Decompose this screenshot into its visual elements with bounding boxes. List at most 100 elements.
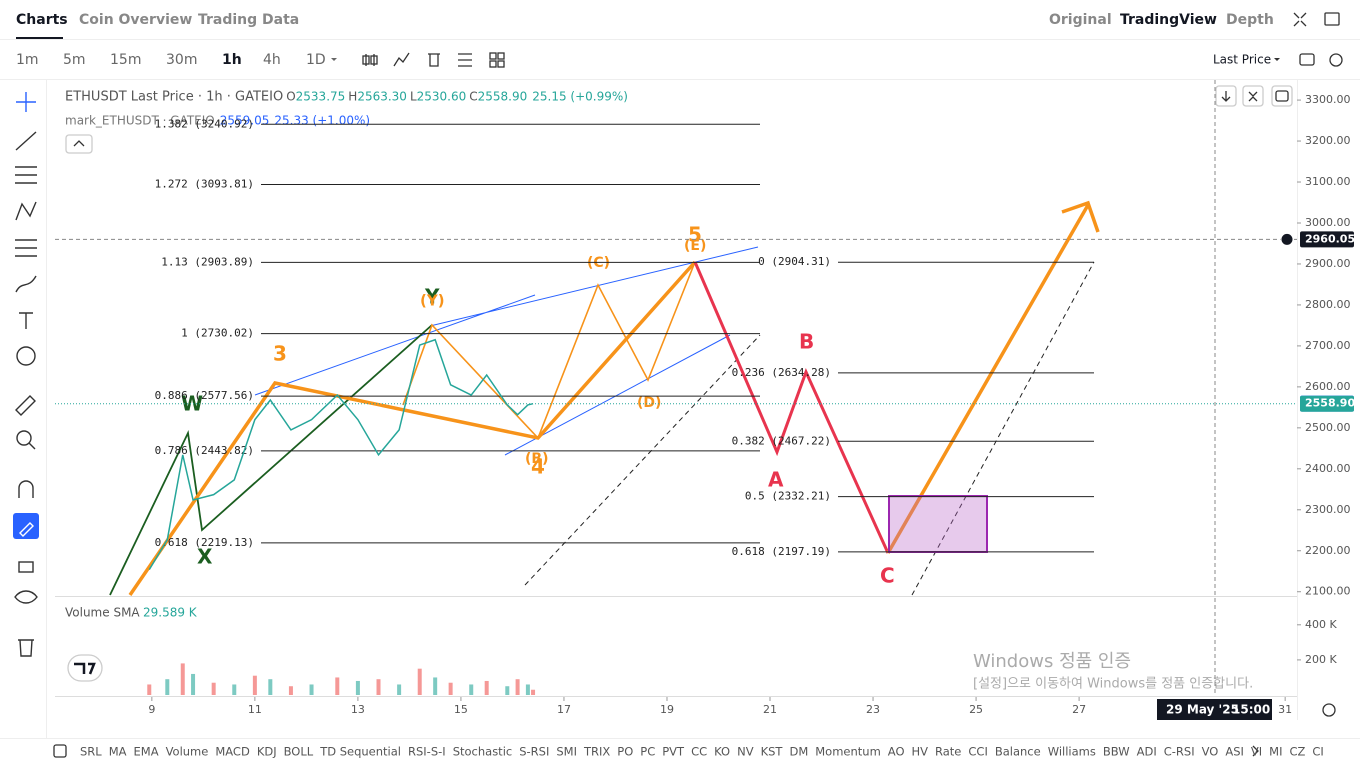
legend-text: 2530.60 — [417, 90, 467, 104]
interval[interactable]: 30m — [166, 52, 197, 68]
indicator[interactable]: KST — [761, 745, 784, 759]
view-tab[interactable]: Original — [1049, 12, 1112, 28]
view-tab[interactable]: TradingView — [1120, 12, 1217, 28]
axis-settings[interactable] — [1322, 703, 1336, 717]
scroll-down[interactable] — [1215, 85, 1237, 107]
indicator[interactable]: VI — [1251, 745, 1262, 759]
legend-text: 2563.30 — [357, 90, 407, 104]
indicator[interactable]: Balance — [995, 745, 1041, 759]
tab[interactable]: Trading Data — [198, 12, 299, 28]
interval[interactable]: 15m — [110, 52, 141, 68]
indicator[interactable]: ADI — [1137, 745, 1157, 759]
wave-drawings — [109, 200, 1100, 596]
brush-tool[interactable] — [15, 275, 37, 293]
indicator[interactable]: BOLL — [284, 745, 314, 759]
visibility-tool[interactable] — [14, 590, 38, 604]
crosshair-tool[interactable] — [16, 92, 36, 112]
measure-tool[interactable] — [15, 395, 36, 416]
fib-tool[interactable] — [15, 166, 37, 184]
watermark-text: [설정]으로 이동하여 Windows를 정품 인증합니다. — [973, 677, 1253, 692]
reset[interactable] — [1271, 85, 1293, 107]
indicator[interactable]: SRL — [80, 745, 102, 759]
fullscreen[interactable] — [1293, 12, 1307, 27]
indicator[interactable]: Momentum — [815, 745, 881, 759]
add-alert[interactable] — [1280, 232, 1294, 246]
indicator[interactable]: NV — [737, 745, 754, 759]
indicator[interactable]: S-RSI — [519, 745, 549, 759]
indicator[interactable]: MI — [1269, 745, 1282, 759]
settings[interactable] — [1329, 53, 1343, 67]
more-indicators[interactable] — [1252, 745, 1259, 757]
layout[interactable] — [489, 52, 497, 60]
legend-text: 25.33 (+1.00%) — [274, 114, 370, 128]
x-tick-label: 9 — [148, 703, 155, 716]
indicator[interactable]: Rate — [935, 745, 961, 759]
tab[interactable]: Coin Overview — [79, 12, 192, 28]
wave-label: (D) — [637, 395, 661, 411]
projection-tool[interactable] — [15, 239, 37, 257]
indicator[interactable]: Volume — [166, 745, 209, 759]
volume-bar — [180, 663, 185, 695]
view-tab[interactable]: Depth — [1226, 12, 1274, 28]
indicator[interactable]: ASI — [1225, 745, 1244, 759]
collapse[interactable] — [1242, 85, 1264, 107]
indicator[interactable]: Williams — [1048, 745, 1096, 759]
magnet-tool[interactable] — [18, 480, 34, 498]
legend-text: 2559.05 — [220, 114, 270, 128]
fib-label: 1.272 (3093.81) — [155, 178, 254, 191]
indicator[interactable]: PO — [617, 745, 633, 759]
indicator[interactable]: EMA — [134, 745, 159, 759]
indicator[interactable]: AO — [888, 745, 905, 759]
delete-all[interactable] — [428, 53, 440, 67]
volume-bar — [484, 680, 489, 695]
trend-tool[interactable] — [15, 131, 37, 151]
target-zone — [888, 495, 988, 553]
interval[interactable]: 1h — [222, 52, 242, 68]
collapse-legend[interactable] — [65, 134, 93, 154]
price-tag — [1300, 231, 1354, 248]
window[interactable] — [1324, 12, 1340, 26]
screenshot[interactable] — [1299, 53, 1315, 66]
indicator[interactable]: RSI-S-I — [408, 745, 446, 759]
indicator[interactable]: CCI — [968, 745, 987, 759]
indicator[interactable]: CZ — [1289, 745, 1305, 759]
zoom-tool[interactable] — [16, 430, 32, 446]
indicator[interactable]: MA — [109, 745, 127, 759]
indicator[interactable]: PVT — [662, 745, 685, 759]
interval[interactable]: 4h — [263, 52, 281, 68]
y-tick-label: 3100.00 — [1305, 175, 1351, 188]
indicator[interactable]: BBW — [1103, 745, 1130, 759]
lock-drawing[interactable] — [13, 513, 39, 539]
indicator[interactable]: DM — [789, 745, 808, 759]
indicator[interactable]: SMI — [556, 745, 577, 759]
interval[interactable]: 1D — [306, 52, 326, 68]
indicators[interactable] — [393, 52, 410, 67]
lock-tool[interactable] — [18, 561, 34, 573]
indicator[interactable]: CI — [1312, 745, 1323, 759]
text-tool[interactable] — [19, 312, 33, 329]
price-type[interactable]: Last Price — [1213, 53, 1271, 67]
indicator[interactable]: TD Sequential — [319, 745, 401, 759]
indicator[interactable]: TRIX — [583, 745, 610, 759]
indicator[interactable]: Stochastic — [453, 745, 513, 759]
delete-tool[interactable] — [18, 639, 34, 657]
interval[interactable]: 1m — [16, 52, 39, 68]
indicator[interactable]: CC — [691, 745, 707, 759]
indicator[interactable]: KO — [714, 745, 730, 759]
indicator[interactable]: PC — [640, 745, 655, 759]
indicator[interactable]: KDJ — [257, 745, 277, 759]
indicator[interactable]: C-RSI — [1164, 745, 1195, 759]
calendar[interactable] — [53, 744, 67, 758]
indicator[interactable]: HV — [912, 745, 929, 759]
volume-bar — [469, 684, 474, 695]
tab[interactable]: Charts — [16, 12, 68, 28]
pattern-tool[interactable] — [15, 201, 37, 221]
volume-bar — [433, 677, 438, 695]
indicator[interactable]: VO — [1202, 745, 1219, 759]
emoji-tool[interactable] — [16, 346, 36, 366]
legend-text: O — [286, 90, 295, 104]
legend-text: 2558.90 — [478, 90, 528, 104]
indicator[interactable]: MACD — [215, 745, 250, 759]
list[interactable] — [458, 53, 472, 67]
interval[interactable]: 5m — [63, 52, 86, 68]
